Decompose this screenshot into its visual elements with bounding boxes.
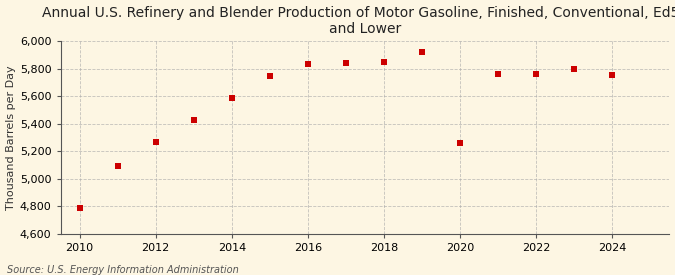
- Text: Source: U.S. Energy Information Administration: Source: U.S. Energy Information Administ…: [7, 265, 238, 275]
- Point: [607, 73, 618, 77]
- Point: [188, 117, 199, 122]
- Point: [74, 205, 85, 210]
- Point: [265, 74, 275, 78]
- Point: [531, 72, 541, 76]
- Point: [341, 61, 352, 65]
- Point: [226, 95, 237, 100]
- Point: [379, 60, 389, 65]
- Y-axis label: Thousand Barrels per Day: Thousand Barrels per Day: [5, 65, 16, 210]
- Point: [416, 50, 427, 54]
- Point: [493, 72, 504, 76]
- Point: [112, 164, 123, 169]
- Point: [302, 62, 313, 66]
- Title: Annual U.S. Refinery and Blender Production of Motor Gasoline, Finished, Convent: Annual U.S. Refinery and Blender Product…: [42, 6, 675, 36]
- Point: [569, 67, 580, 71]
- Point: [455, 141, 466, 145]
- Point: [151, 140, 161, 145]
